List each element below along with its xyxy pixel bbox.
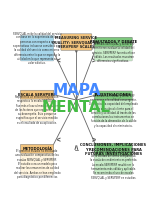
FancyBboxPatch shape xyxy=(94,99,132,122)
FancyBboxPatch shape xyxy=(20,90,54,99)
Text: CONCLUSIONES, IMPLICACIONES
Y RECOMENDACIONES PARA
FUTURAS INVESTIGACIONES: CONCLUSIONES, IMPLICACIONES Y RECOMENDAC… xyxy=(80,143,146,156)
FancyBboxPatch shape xyxy=(61,34,92,50)
Text: MAPA: MAPA xyxy=(52,83,101,98)
Text: Representa un entorno mejora con
respecto a la escala SERVQUAL.
Fue más eficaz a: Representa un entorno mejora con respect… xyxy=(15,95,59,125)
FancyBboxPatch shape xyxy=(94,143,132,156)
Text: INVESTIGACIONES: INVESTIGACIONES xyxy=(95,93,132,97)
FancyBboxPatch shape xyxy=(20,35,54,61)
FancyBboxPatch shape xyxy=(20,99,54,121)
Text: La escala SERVQUAL y SERVPERF
permitieron evaluar la calidad del
servicio. SERVP: La escala SERVQUAL y SERVPERF permitiero… xyxy=(92,42,135,63)
FancyBboxPatch shape xyxy=(94,155,132,175)
Text: ESCALA SERVPERF: ESCALA SERVPERF xyxy=(18,93,56,97)
FancyBboxPatch shape xyxy=(94,37,132,47)
Text: En lo que respecta a la evaluación
de la calidad de forma comparativa,
la escala: En lo que respecta a la evaluación de la… xyxy=(90,150,137,180)
Text: MENTAL: MENTAL xyxy=(42,100,111,115)
Text: METODOLOGÍA: METODOLOGÍA xyxy=(22,147,52,151)
FancyBboxPatch shape xyxy=(20,144,54,153)
Text: RESULTADOS Y DEBATE: RESULTADOS Y DEBATE xyxy=(90,40,137,44)
FancyBboxPatch shape xyxy=(20,153,54,175)
FancyBboxPatch shape xyxy=(94,91,132,100)
Text: La escala SERVQUAL y SERVPERF
pertenecen a la calidad convergente.
Diferencian l: La escala SERVQUAL y SERVPERF pertenecen… xyxy=(89,94,138,128)
Text: MEASURING SERVICE
QUALITY: SERVQUAL VS.
SERVPERF SCALES: MEASURING SERVICE QUALITY: SERVQUAL VS. … xyxy=(52,36,100,49)
Text: SERVQUAL mide la calidad del servicio
con base en la experiencia de las
personas: SERVQUAL mide la calidad del servicio co… xyxy=(13,31,61,65)
FancyBboxPatch shape xyxy=(94,45,132,61)
Text: El presente estudio ha efectuado
una evaluación comparativa de las
escalas SERVQ: El presente estudio ha efectuado una eva… xyxy=(14,149,60,179)
